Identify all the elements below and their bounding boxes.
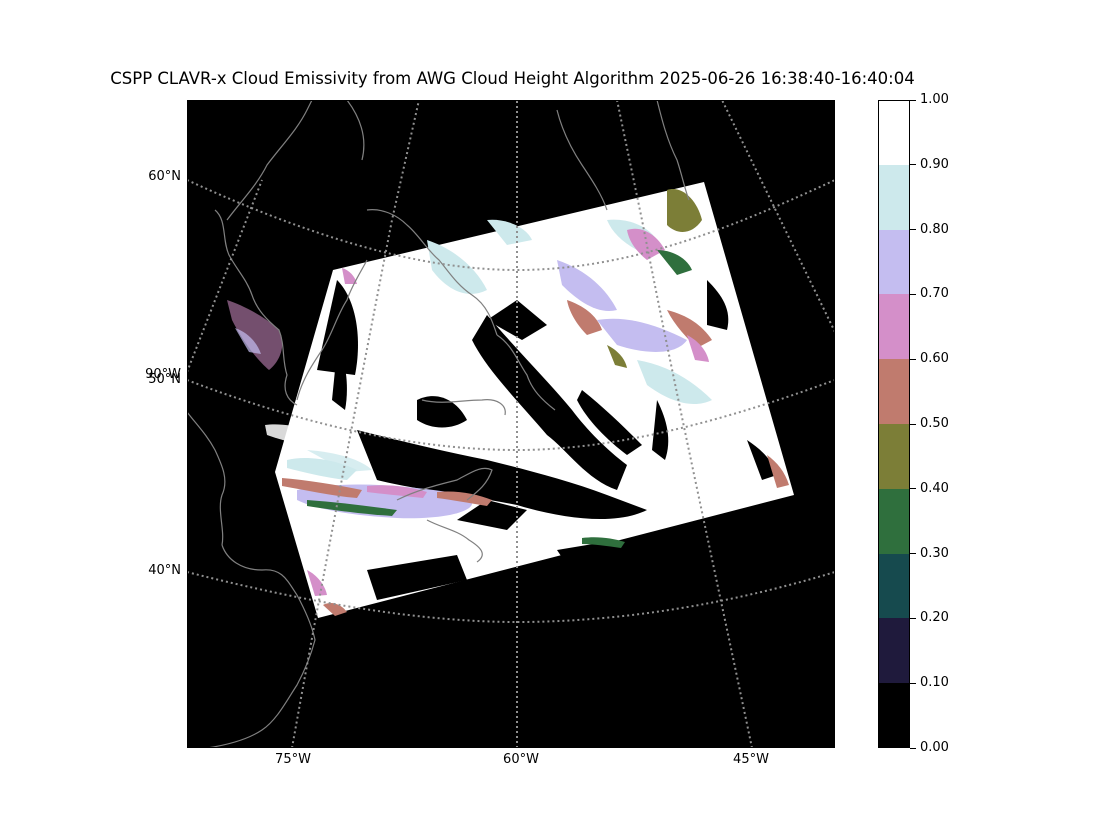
map-canvas [187, 100, 835, 748]
colorbar-bin-1 [878, 164, 910, 230]
colorbar-tick-label: 0.70 [920, 286, 949, 302]
lon-label-45w: 45°W [733, 752, 769, 767]
colorbar-tick-label: 0.30 [920, 545, 949, 561]
lat-label-60n: 60°N [148, 169, 181, 184]
colorbar-tick [910, 617, 916, 619]
lon-label-90w: 90°W [145, 367, 181, 382]
colorbar-bin-3 [878, 294, 910, 360]
graticule [187, 100, 835, 748]
colorbar-bin-7 [878, 553, 910, 619]
colorbar-tick-label: 1.00 [920, 92, 949, 107]
colorbar-tick [910, 229, 916, 231]
colorbar-bin-2 [878, 229, 910, 295]
colorbar-bin-6 [878, 488, 910, 554]
colorbar-tick-label: 0.80 [920, 221, 949, 237]
colorbar-tick-label: 0.90 [920, 156, 949, 172]
colorbar-frame [878, 100, 910, 748]
colorbar-tick [910, 99, 916, 101]
colorbar-tick-label: 0.10 [920, 675, 949, 691]
colorbar-tick [910, 423, 916, 425]
lon-label-60w: 60°W [503, 752, 539, 767]
colorbar-tick-label: 0.40 [920, 480, 949, 496]
lat-label-40n: 40°N [148, 563, 181, 578]
satellite-swath [275, 182, 794, 618]
colorbar-tick [910, 553, 916, 555]
coastlines [187, 100, 690, 748]
colorbar-tick [910, 164, 916, 166]
scattered-cloud-pixels [227, 300, 372, 472]
colorbar-tick [910, 358, 916, 360]
colorbar-bin-4 [878, 359, 910, 424]
map-panel [187, 100, 835, 748]
colorbar-tick [910, 682, 916, 684]
figure-title: CSPP CLAVR-x Cloud Emissivity from AWG C… [110, 69, 915, 88]
colorbar-tick [910, 747, 916, 749]
colorbar-tick-label: 0.00 [920, 740, 949, 755]
colorbar-tick-label: 0.60 [920, 351, 949, 367]
lat-label-50n: 50°N [148, 372, 181, 387]
colorbar-tick-label: 0.20 [920, 610, 949, 626]
colorbar [878, 100, 910, 748]
colorbar-bin-0 [878, 100, 910, 165]
colorbar-bin-8 [878, 618, 910, 684]
colorbar-tick [910, 293, 916, 295]
colorbar-bin-9 [878, 683, 910, 748]
lon-label-75w: 75°W [275, 752, 311, 767]
colorbar-bin-5 [878, 424, 910, 489]
colorbar-tick-label: 0.50 [920, 416, 949, 431]
colorbar-tick [910, 488, 916, 490]
